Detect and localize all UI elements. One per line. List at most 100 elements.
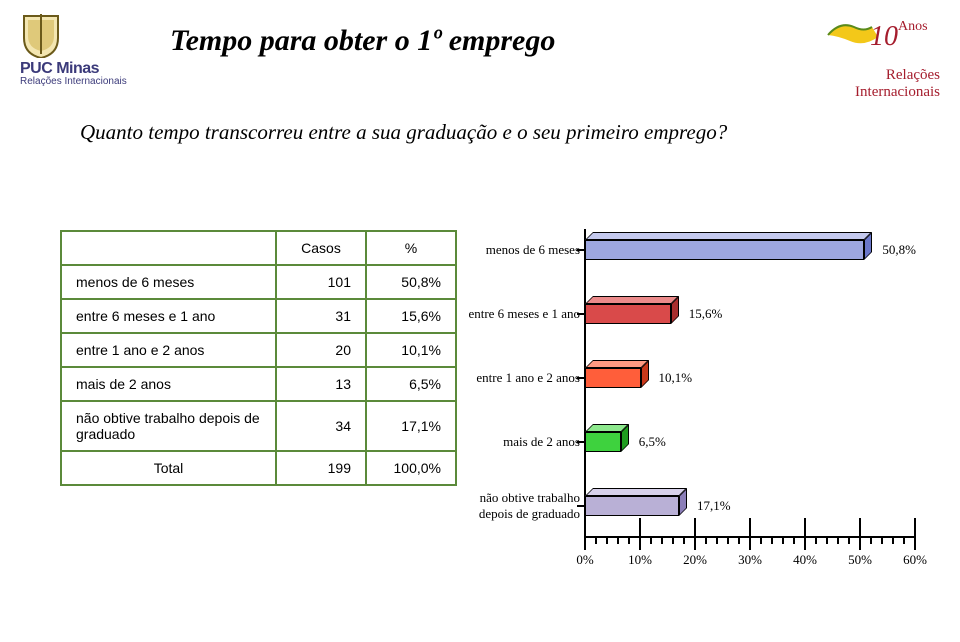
- row-cases: 34: [276, 401, 366, 451]
- bar-front-face: [585, 432, 621, 452]
- row-label: entre 6 meses e 1 ano: [61, 299, 276, 333]
- svg-text:Anos: Anos: [898, 19, 928, 34]
- table-header-blank: [61, 231, 276, 265]
- chart-bar: [585, 368, 641, 388]
- page-title: Tempo para obter o 1º emprego: [170, 24, 790, 58]
- x-tick-minor: [683, 538, 685, 544]
- bar-value-label: 50,8%: [882, 242, 916, 258]
- row-cases: 13: [276, 367, 366, 401]
- x-tick-minor: [617, 538, 619, 544]
- bar-category-label: mais de 2 anos: [460, 434, 580, 450]
- x-tick-minor: [892, 538, 894, 544]
- bar-chart: 0% 10% 20% 30% 40% 50% 60% 50,8% 15,6% 10,1% 6,5% 1…: [455, 218, 925, 578]
- table-row: Total 199 100,0%: [61, 451, 456, 485]
- x-tick-minor: [826, 538, 828, 544]
- bar-category-label: entre 1 ano e 2 anos: [460, 370, 580, 386]
- x-tick-minor: [881, 538, 883, 544]
- table-row: menos de 6 meses 101 50,8%: [61, 265, 456, 299]
- x-tick-major: [914, 518, 916, 550]
- x-tick-major: [859, 518, 861, 550]
- x-tick-minor: [815, 538, 817, 544]
- x-tick-minor: [650, 538, 652, 544]
- table-row: entre 1 ano e 2 anos 20 10,1%: [61, 333, 456, 367]
- chart-bar: [585, 240, 864, 260]
- bar-category-label: menos de 6 meses: [460, 242, 580, 258]
- chart-bar: [585, 304, 671, 324]
- bar-top-face: [585, 488, 687, 496]
- table-row: mais de 2 anos 13 6,5%: [61, 367, 456, 401]
- bar-front-face: [585, 368, 641, 388]
- row-pct: 17,1%: [366, 401, 456, 451]
- x-tick-minor: [606, 538, 608, 544]
- x-tick-label: 0%: [576, 552, 593, 568]
- row-pct: 6,5%: [366, 367, 456, 401]
- x-tick-minor: [595, 538, 597, 544]
- bar-value-label: 17,1%: [697, 498, 731, 514]
- row-cases: 199: [276, 451, 366, 485]
- bar-front-face: [585, 496, 679, 516]
- bar-top-face: [585, 360, 649, 368]
- x-tick-minor: [793, 538, 795, 544]
- logo-10-anos: 10 Anos Relações Internacionais: [820, 10, 940, 101]
- bar-category-label: entre 6 meses e 1 ano: [460, 306, 580, 322]
- logo-puc-minas: PUC Minas Relações Internacionais: [20, 10, 135, 87]
- x-tick-minor: [903, 538, 905, 544]
- page-subtitle: Quanto tempo transcorreu entre a sua gra…: [80, 120, 880, 145]
- x-tick-minor: [870, 538, 872, 544]
- bar-value-label: 10,1%: [659, 370, 693, 386]
- bar-top-face: [585, 296, 679, 304]
- x-tick-minor: [837, 538, 839, 544]
- logo-left-sub: Relações Internacionais: [20, 76, 135, 87]
- bar-front-face: [585, 240, 864, 260]
- x-tick-minor: [760, 538, 762, 544]
- row-label: entre 1 ano e 2 anos: [61, 333, 276, 367]
- x-tick-minor: [672, 538, 674, 544]
- logo-right-sub: Relações Internacionais: [820, 67, 940, 101]
- row-label: Total: [61, 451, 276, 485]
- x-tick-label: 50%: [848, 552, 872, 568]
- bar-value-label: 6,5%: [639, 434, 666, 450]
- table-row: entre 6 meses e 1 ano 31 15,6%: [61, 299, 456, 333]
- x-tick-label: 30%: [738, 552, 762, 568]
- plot-area: 0%10%20%30%40%50%60%50,8%15,6%10,1%6,5%1…: [585, 218, 915, 538]
- chart-bar: [585, 432, 621, 452]
- x-tick-minor: [738, 538, 740, 544]
- table-header-pct: %: [366, 231, 456, 265]
- bar-front-face: [585, 304, 671, 324]
- row-label: mais de 2 anos: [61, 367, 276, 401]
- x-tick-major: [694, 518, 696, 550]
- table-header-casos: Casos: [276, 231, 366, 265]
- svg-text:10: 10: [870, 21, 898, 52]
- x-tick-label: 20%: [683, 552, 707, 568]
- slide-root: { "logos": { "left": { "name": "PUC Mina…: [0, 0, 960, 642]
- row-pct: 50,8%: [366, 265, 456, 299]
- x-tick-minor: [661, 538, 663, 544]
- x-tick-label: 60%: [903, 552, 927, 568]
- anniversary-icon: 10 Anos: [820, 10, 930, 65]
- x-tick-minor: [727, 538, 729, 544]
- row-pct: 10,1%: [366, 333, 456, 367]
- row-pct: 100,0%: [366, 451, 456, 485]
- bar-top-face: [585, 232, 872, 240]
- x-tick-minor: [716, 538, 718, 544]
- row-cases: 20: [276, 333, 366, 367]
- crest-icon: [20, 10, 62, 58]
- x-tick-minor: [628, 538, 630, 544]
- data-table: Casos % menos de 6 meses 101 50,8% entre…: [60, 230, 457, 486]
- x-tick-minor: [782, 538, 784, 544]
- x-tick-minor: [705, 538, 707, 544]
- x-tick-minor: [771, 538, 773, 544]
- x-tick-label: 40%: [793, 552, 817, 568]
- x-tick-label: 10%: [628, 552, 652, 568]
- x-tick-major: [804, 518, 806, 550]
- x-tick-minor: [848, 538, 850, 544]
- x-tick-major: [749, 518, 751, 550]
- chart-bar: [585, 496, 679, 516]
- x-tick-major: [639, 518, 641, 550]
- row-label: não obtive trabalho depois de graduado: [61, 401, 276, 451]
- row-cases: 31: [276, 299, 366, 333]
- bar-category-label: não obtive trabalho depois de graduado: [460, 490, 580, 522]
- table-row: não obtive trabalho depois de graduado 3…: [61, 401, 456, 451]
- row-pct: 15,6%: [366, 299, 456, 333]
- bar-value-label: 15,6%: [689, 306, 723, 322]
